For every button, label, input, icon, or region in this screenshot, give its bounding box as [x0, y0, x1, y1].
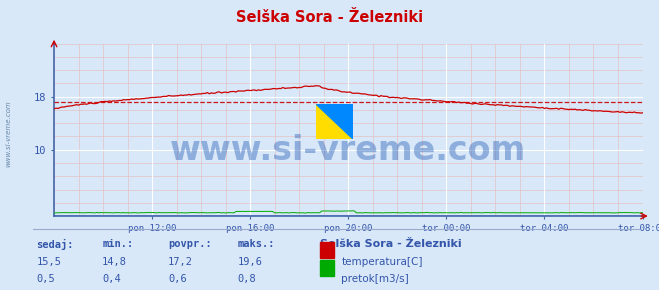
- Text: povpr.:: povpr.:: [168, 239, 212, 249]
- Text: 0,8: 0,8: [237, 274, 256, 284]
- Text: Selška Sora - Železniki: Selška Sora - Železniki: [236, 10, 423, 25]
- Polygon shape: [316, 104, 353, 139]
- Text: pretok[m3/s]: pretok[m3/s]: [341, 274, 409, 284]
- Text: min.:: min.:: [102, 239, 133, 249]
- Text: 14,8: 14,8: [102, 257, 127, 267]
- Text: 19,6: 19,6: [237, 257, 262, 267]
- Polygon shape: [316, 104, 353, 139]
- Text: maks.:: maks.:: [237, 239, 275, 249]
- Text: sedaj:: sedaj:: [36, 239, 74, 250]
- Text: www.si-vreme.com: www.si-vreme.com: [5, 100, 12, 167]
- Text: 17,2: 17,2: [168, 257, 193, 267]
- Text: 15,5: 15,5: [36, 257, 61, 267]
- Text: temperatura[C]: temperatura[C]: [341, 257, 423, 267]
- Text: 0,5: 0,5: [36, 274, 55, 284]
- Text: www.si-vreme.com: www.si-vreme.com: [170, 134, 527, 167]
- Text: 0,4: 0,4: [102, 274, 121, 284]
- Text: 0,6: 0,6: [168, 274, 186, 284]
- Text: Selška Sora - Železniki: Selška Sora - Železniki: [320, 239, 461, 249]
